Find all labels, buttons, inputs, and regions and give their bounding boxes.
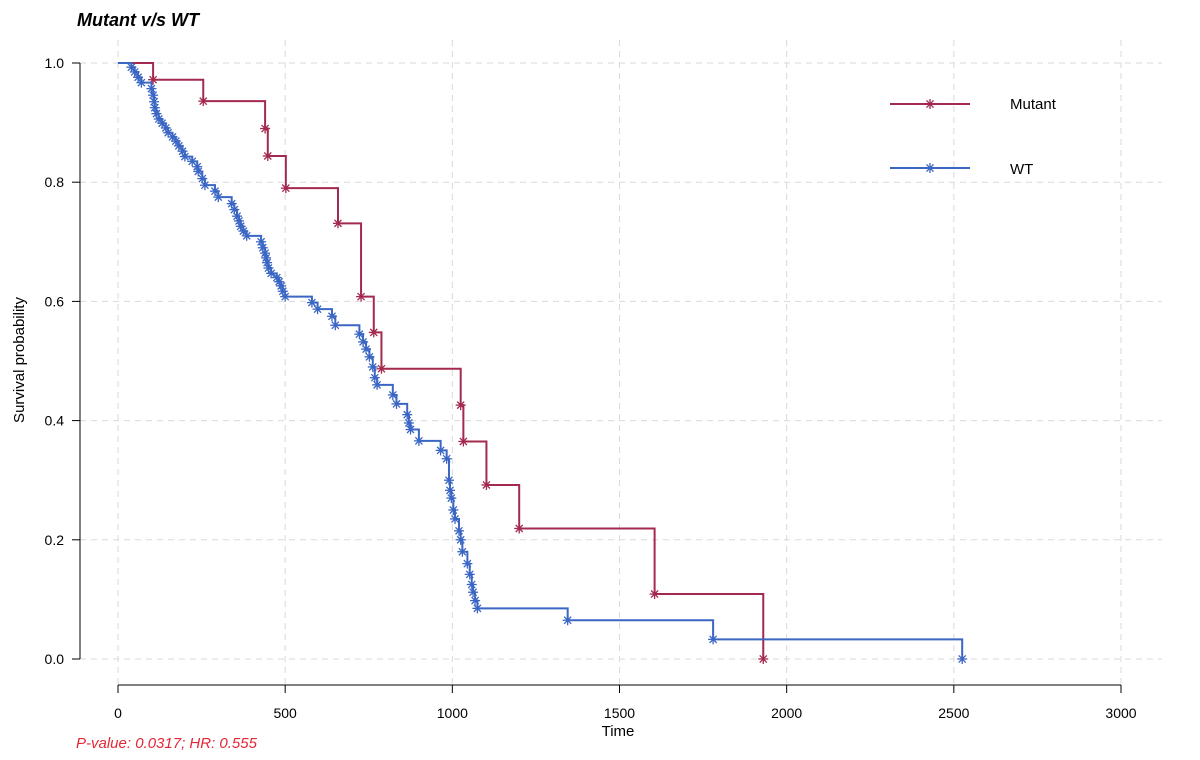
- censor-point-wt: [263, 263, 274, 274]
- censor-point-wt: [464, 569, 475, 580]
- legend-star-wt: [925, 163, 935, 173]
- y-tick-label: 0.4: [45, 413, 65, 429]
- censor-point-wt: [391, 398, 402, 409]
- grid: [80, 40, 1162, 685]
- legend-marker-mutant: [925, 99, 935, 109]
- censor-point-wt: [435, 445, 446, 456]
- censor-point-wt: [367, 361, 378, 372]
- x-tick-label: 1000: [437, 705, 468, 721]
- censor-point-wt: [372, 379, 383, 390]
- censor-point-wt: [136, 77, 147, 88]
- censor-point-mutant: [368, 327, 379, 338]
- censor-point-wt: [149, 96, 160, 107]
- censor-point-wt: [146, 83, 157, 94]
- p-value-annotation: P-value: 0.0317; HR: 0.555: [76, 735, 258, 752]
- censor-point-wt: [129, 66, 140, 77]
- censor-point-wt: [441, 453, 452, 464]
- censor-point-mutant: [758, 654, 769, 664]
- censor-point-wt: [957, 654, 968, 664]
- censor-point-wt: [199, 180, 210, 191]
- censor-point-wt: [149, 102, 160, 113]
- y-tick-label: 0.6: [45, 293, 65, 309]
- y-tick-label: 0.8: [45, 174, 65, 190]
- censor-point-wt: [387, 389, 398, 400]
- censor-point-wt: [444, 485, 455, 496]
- censor-point-wt: [466, 579, 477, 590]
- censor-point-mutant: [262, 150, 273, 161]
- censor-point-wt: [403, 417, 414, 428]
- censor-point-wt: [472, 603, 483, 614]
- censor-point-wt: [173, 140, 184, 151]
- plot-area: [118, 62, 968, 664]
- x-tick-label: 1500: [604, 705, 635, 721]
- censor-point-wt: [455, 534, 466, 545]
- legend-marker-wt: [925, 163, 935, 173]
- censor-point-mutant: [260, 123, 271, 134]
- series-line-mutant: [118, 62, 765, 659]
- censor-point-wt: [280, 291, 291, 302]
- y-tick-label: 0.0: [45, 651, 65, 667]
- censor-point-wt: [256, 236, 267, 247]
- legend-label-wt: WT: [1010, 161, 1033, 178]
- censor-point-wt: [446, 493, 457, 504]
- censor-point-wt: [413, 435, 424, 446]
- censor-point-mutant: [481, 479, 492, 490]
- censor-point-mutant: [458, 436, 469, 447]
- censor-point-wt: [213, 192, 224, 203]
- censor-point-wt: [454, 525, 465, 536]
- censor-point-wt: [306, 297, 317, 308]
- axes: 0 500 1000 1500 2000 2500 3000 0.0 0.2 0.4 0.6 0.8 1…: [45, 55, 1137, 721]
- censor-point-mutant: [280, 183, 291, 194]
- censor-point-wt: [470, 595, 481, 606]
- censor-point-wt: [448, 505, 459, 515]
- x-tick-label: 500: [273, 705, 297, 721]
- censor-point-wt: [193, 166, 204, 177]
- series-line-wt: [118, 62, 964, 659]
- censor-point-mutant: [514, 523, 525, 534]
- censor-point-wt: [457, 546, 468, 557]
- x-tick-label: 3000: [1105, 705, 1136, 721]
- censor-point-wt: [708, 634, 719, 645]
- censor-point-mutant: [332, 218, 343, 229]
- censor-point-mutant: [376, 363, 387, 374]
- censor-point-wt: [443, 475, 454, 486]
- censor-point-wt: [562, 615, 573, 626]
- censor-point-wt: [361, 344, 372, 355]
- censor-point-mutant: [649, 589, 660, 600]
- censor-point-wt: [326, 311, 337, 322]
- censor-point-wt: [450, 513, 461, 524]
- censor-point-wt: [241, 230, 252, 241]
- x-tick-label: 2000: [771, 705, 802, 721]
- chart-title: Mutant v/s WT: [77, 10, 201, 30]
- censor-point-wt: [266, 268, 277, 279]
- censor-point-wt: [468, 587, 479, 598]
- censor-point-wt: [312, 304, 323, 315]
- censor-point-wt: [179, 151, 190, 162]
- censor-point-mutant: [356, 291, 367, 302]
- y-tick-label: 0.2: [45, 532, 65, 548]
- y-tick-label: 1.0: [45, 55, 65, 71]
- censor-point-wt: [133, 72, 144, 83]
- censor-point-mutant: [198, 96, 209, 107]
- censor-point-wt: [402, 409, 413, 420]
- legend: Mutant WT: [890, 96, 1057, 178]
- x-axis-title: Time: [602, 723, 635, 740]
- x-tick-label: 0: [114, 705, 122, 721]
- censor-point-wt: [260, 248, 271, 259]
- censor-point-wt: [354, 329, 365, 340]
- censor-point-wt: [148, 90, 159, 101]
- legend-star-mutant: [925, 99, 935, 109]
- censor-point-mutant: [455, 400, 466, 411]
- censor-point-wt: [405, 424, 416, 435]
- legend-label-mutant: Mutant: [1010, 96, 1057, 113]
- censor-point-wt: [330, 320, 341, 331]
- censor-point-wt: [462, 558, 473, 569]
- censor-point-wt: [364, 351, 375, 362]
- y-axis-title: Survival probability: [11, 297, 28, 423]
- x-tick-label: 2500: [938, 705, 969, 721]
- censor-point-wt: [126, 62, 137, 73]
- censor-point-wt: [369, 372, 380, 383]
